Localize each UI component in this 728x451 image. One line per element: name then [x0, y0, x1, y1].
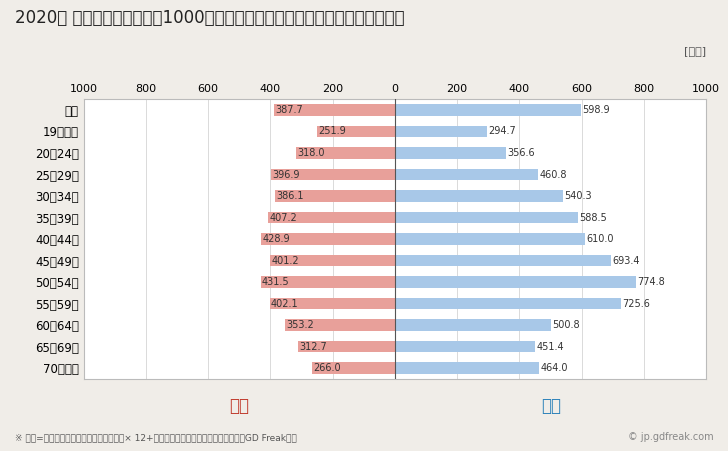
Bar [296, 147, 395, 159]
Text: 女性: 女性 [229, 397, 249, 415]
Bar [395, 233, 585, 245]
Bar [268, 212, 395, 223]
Bar [285, 319, 395, 331]
Text: 396.9: 396.9 [273, 170, 300, 179]
Bar [395, 276, 636, 288]
Bar [274, 190, 395, 202]
Text: 266.0: 266.0 [313, 363, 341, 373]
Bar [395, 125, 486, 138]
Text: 774.8: 774.8 [637, 277, 665, 287]
Text: 725.6: 725.6 [622, 299, 650, 308]
Bar [395, 190, 563, 202]
Bar [298, 341, 395, 353]
Text: 500.8: 500.8 [552, 320, 579, 330]
Bar [272, 169, 395, 180]
Bar [395, 169, 538, 180]
Text: [万円]: [万円] [684, 46, 706, 56]
Text: 464.0: 464.0 [541, 363, 568, 373]
Bar [395, 104, 582, 116]
Text: 386.1: 386.1 [276, 191, 304, 201]
Text: 312.7: 312.7 [299, 341, 327, 352]
Bar [395, 362, 539, 374]
Bar [395, 319, 551, 331]
Text: 610.0: 610.0 [586, 234, 614, 244]
Text: 598.9: 598.9 [582, 105, 610, 115]
Text: 318.0: 318.0 [297, 148, 325, 158]
Bar [317, 125, 395, 138]
Text: 460.8: 460.8 [539, 170, 567, 179]
Text: 294.7: 294.7 [488, 126, 515, 137]
Text: 540.3: 540.3 [564, 191, 592, 201]
Text: © jp.gdfreak.com: © jp.gdfreak.com [628, 432, 713, 442]
Text: 353.2: 353.2 [286, 320, 314, 330]
Bar [395, 212, 578, 223]
Text: 693.4: 693.4 [612, 256, 639, 266]
Bar [395, 255, 611, 267]
Text: 387.7: 387.7 [275, 105, 304, 115]
Text: 588.5: 588.5 [579, 212, 607, 222]
Bar [395, 298, 621, 309]
Bar [274, 104, 395, 116]
Text: 356.6: 356.6 [507, 148, 535, 158]
Text: 407.2: 407.2 [269, 212, 297, 222]
Bar [261, 233, 395, 245]
Text: 402.1: 402.1 [271, 299, 298, 308]
Bar [395, 341, 535, 353]
Bar [395, 147, 506, 159]
Text: 251.9: 251.9 [318, 126, 346, 137]
Text: 401.2: 401.2 [272, 256, 299, 266]
Bar [270, 255, 395, 267]
Text: ※ 年収=」きまって支給する現金給与額『× 12+『年間賞与その他特別給与額』としてGD Freak推計: ※ 年収=」きまって支給する現金給与額『× 12+『年間賞与その他特別給与額』と… [15, 433, 296, 442]
Bar [270, 298, 395, 309]
Bar [312, 362, 395, 374]
Text: 431.5: 431.5 [262, 277, 290, 287]
Text: 男性: 男性 [541, 397, 561, 415]
Text: 2020年 民間企業（従業者数1000人以上）フルタイム労働者の男女別平均年収: 2020年 民間企業（従業者数1000人以上）フルタイム労働者の男女別平均年収 [15, 9, 404, 27]
Bar [261, 276, 395, 288]
Text: 451.4: 451.4 [537, 341, 564, 352]
Text: 428.9: 428.9 [263, 234, 290, 244]
